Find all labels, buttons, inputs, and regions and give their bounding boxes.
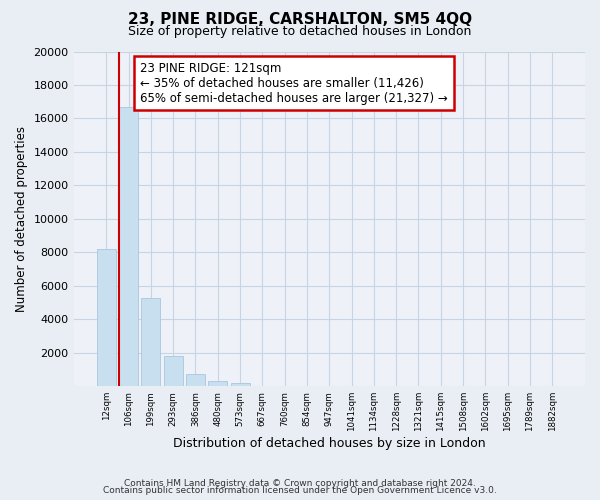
Text: Size of property relative to detached houses in London: Size of property relative to detached ho… <box>128 25 472 38</box>
Bar <box>119 106 138 386</box>
Text: Contains public sector information licensed under the Open Government Licence v3: Contains public sector information licen… <box>103 486 497 495</box>
Bar <box>164 356 182 386</box>
Bar <box>186 374 205 386</box>
Text: 23 PINE RIDGE: 121sqm
← 35% of detached houses are smaller (11,426)
65% of semi-: 23 PINE RIDGE: 121sqm ← 35% of detached … <box>140 62 448 104</box>
Bar <box>142 298 160 386</box>
Bar <box>230 383 250 386</box>
X-axis label: Distribution of detached houses by size in London: Distribution of detached houses by size … <box>173 437 485 450</box>
Bar <box>97 249 116 386</box>
Text: Contains HM Land Registry data © Crown copyright and database right 2024.: Contains HM Land Registry data © Crown c… <box>124 478 476 488</box>
Bar <box>208 381 227 386</box>
Text: 23, PINE RIDGE, CARSHALTON, SM5 4QQ: 23, PINE RIDGE, CARSHALTON, SM5 4QQ <box>128 12 472 28</box>
Y-axis label: Number of detached properties: Number of detached properties <box>15 126 28 312</box>
